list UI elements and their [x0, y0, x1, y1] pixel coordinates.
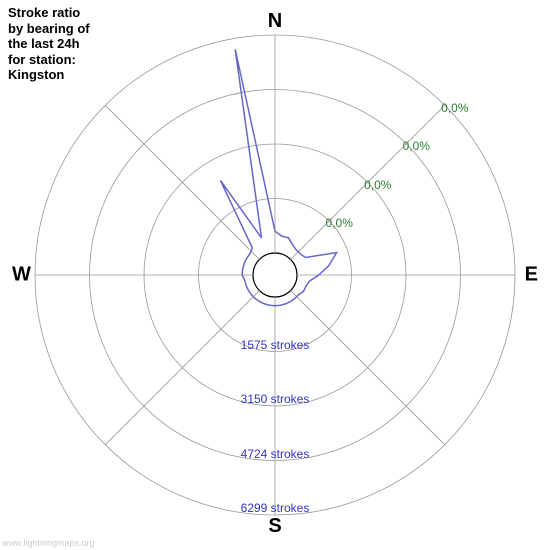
ring-strokes-label: 4724 strokes: [241, 447, 310, 461]
chart-title: Stroke ratio by bearing of the last 24h …: [8, 5, 90, 83]
compass-n: N: [268, 10, 282, 33]
ring-strokes-label: 6299 strokes: [241, 501, 310, 515]
compass-w: W: [12, 264, 31, 287]
ring-pct-label: 0,0%: [403, 139, 430, 153]
ring-strokes-label: 1575 strokes: [241, 338, 310, 352]
ring-pct-label: 0,0%: [326, 216, 353, 230]
compass-s: S: [268, 515, 281, 538]
ring-pct-label: 0,0%: [364, 178, 391, 192]
ring-pct-label: 0,0%: [441, 101, 468, 115]
data-polygon: [220, 49, 336, 305]
compass-e: E: [525, 264, 538, 287]
ring-strokes-label: 3150 strokes: [241, 392, 310, 406]
footer-credit: www.lightningmaps.org: [2, 538, 95, 548]
